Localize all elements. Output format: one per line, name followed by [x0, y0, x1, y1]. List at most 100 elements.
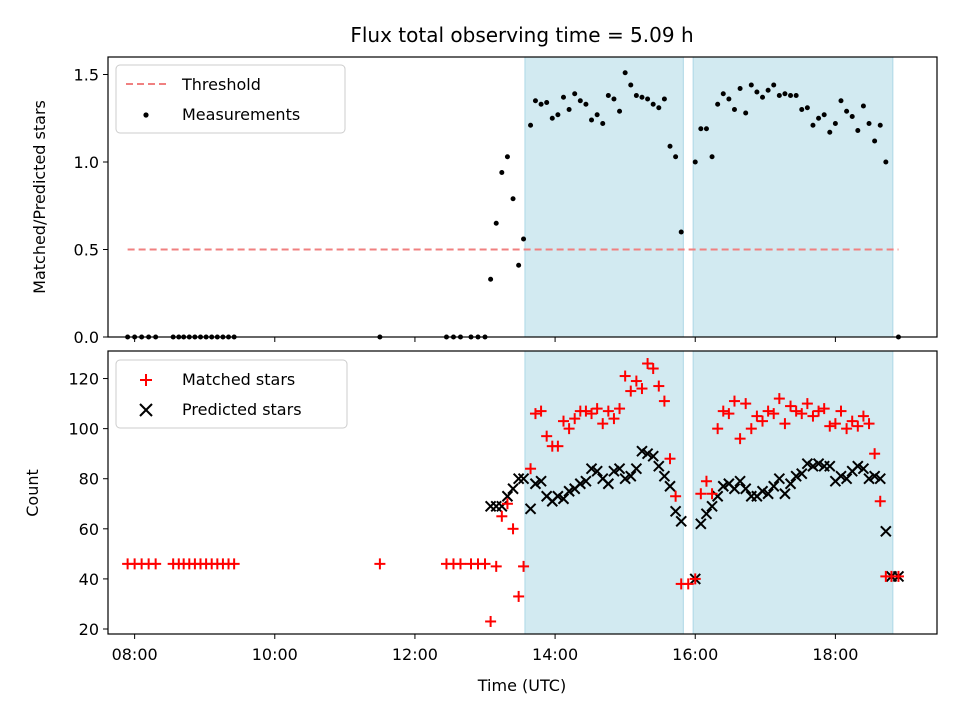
matched-point-73 — [762, 405, 774, 417]
measurement-point-40 — [577, 98, 583, 104]
measurement-point-71 — [760, 94, 766, 100]
measurement-point-68 — [743, 110, 749, 116]
matched-point-30 — [518, 560, 530, 572]
measurement-point-43 — [594, 112, 600, 118]
measurement-point-56 — [667, 143, 673, 149]
measurement-point-38 — [566, 107, 572, 112]
matched-point-84 — [824, 420, 836, 432]
measurement-point-85 — [838, 98, 844, 104]
bottom-plot-frame — [107, 350, 938, 635]
matched-point-91 — [863, 418, 875, 430]
predicted-point-18 — [585, 463, 598, 475]
matched-point-64 — [712, 423, 724, 435]
top-panel: 0.0 0.5 1.0 1.5 Matched/Predicted stars Thr… — [30, 56, 938, 347]
measurement-point-75 — [782, 91, 788, 97]
predicted-point-56 — [807, 460, 819, 472]
measurement-point-51 — [639, 94, 645, 100]
matched-point-56 — [664, 453, 676, 465]
predicted-point-9 — [535, 475, 547, 487]
predicted-point-61 — [835, 470, 847, 482]
predicted-point-55 — [801, 457, 814, 470]
measurement-point-90 — [866, 121, 872, 126]
matched-point-80 — [801, 398, 813, 410]
measurement-point-74 — [776, 93, 782, 98]
top-legend: Threshold Measurements — [115, 64, 346, 134]
matched-point-74 — [768, 408, 780, 420]
measurement-point-37 — [560, 94, 566, 100]
matched-point-43 — [591, 403, 603, 415]
legend-matched-label: Matched stars — [182, 370, 295, 389]
matched-point-82 — [813, 405, 825, 417]
matched-point-76 — [779, 418, 791, 430]
measurement-point-30 — [521, 236, 527, 242]
predicted-point-69 — [880, 525, 892, 538]
predicted-point-30 — [653, 460, 665, 472]
matched-point-32 — [529, 408, 541, 420]
bottom-observing-window-0 — [524, 350, 684, 635]
predicted-point-16 — [574, 478, 587, 490]
x-tick-label-4: 16:00 — [672, 645, 718, 664]
measurement-point-69 — [748, 82, 754, 88]
matched-point-4 — [150, 558, 162, 570]
matched-point-26 — [496, 510, 508, 522]
matched-point-66 — [723, 408, 735, 420]
matched-point-24 — [485, 615, 497, 627]
matched-point-48 — [619, 370, 631, 382]
matched-point-62 — [700, 475, 712, 487]
predicted-point-6 — [517, 473, 530, 485]
matched-point-23 — [479, 558, 491, 570]
matched-point-29 — [513, 590, 525, 602]
bottom-legend-box — [115, 359, 348, 429]
x-tick-label-0: 08:00 — [112, 645, 158, 664]
top-y-tick-label-1: 0.5 — [74, 241, 99, 260]
measurement-point-47 — [617, 108, 623, 114]
predicted-point-48 — [762, 488, 774, 500]
top-observing-windows — [524, 56, 894, 338]
matched-point-83 — [818, 403, 830, 415]
predicted-point-21 — [602, 478, 615, 490]
bottom-panel: 20 40 60 80 100 120 08:00 10:00 12:00 14:00 16:00… — [23, 350, 938, 695]
bottom-observing-window-1 — [692, 350, 894, 635]
measurement-point-64 — [720, 91, 726, 97]
bottom-y-axis-label: Count — [23, 469, 42, 517]
matched-point-71 — [751, 410, 763, 422]
x-tick-label-5: 18:00 — [812, 645, 858, 664]
measurement-point-86 — [844, 108, 850, 114]
top-observing-window-0 — [524, 56, 684, 338]
top-y-ticks: 0.0 0.5 1.0 1.5 — [74, 66, 108, 347]
legend-predicted-swatch — [139, 403, 153, 417]
measurement-point-80 — [810, 122, 816, 128]
measurement-point-48 — [622, 70, 628, 76]
bottom-x-ticks: 08:00 10:00 12:00 14:00 16:00 18:00 — [112, 634, 858, 664]
predicted-point-26 — [630, 463, 643, 475]
predicted-point-3 — [501, 490, 514, 502]
measurement-point-26 — [499, 170, 505, 175]
matched-point-44 — [597, 418, 609, 430]
measurement-point-92 — [877, 122, 883, 128]
predicted-point-22 — [608, 465, 620, 477]
measurement-point-33 — [538, 101, 544, 107]
predicted-point-17 — [580, 475, 592, 487]
matched-point-52 — [642, 358, 654, 370]
predicted-point-27 — [636, 445, 648, 457]
measurement-point-36 — [555, 112, 561, 118]
measurement-point-65 — [726, 96, 732, 102]
matched-point-47 — [614, 403, 626, 415]
matched-point-17 — [374, 558, 386, 570]
predicted-point-24 — [619, 473, 631, 485]
top-x-ticks — [134, 337, 836, 342]
matched-point-79 — [796, 408, 808, 420]
measurement-point-67 — [737, 86, 743, 91]
matched-point-92 — [869, 448, 881, 460]
matched-point-88 — [846, 415, 858, 427]
top-y-tick-label-2: 1.0 — [74, 153, 99, 172]
measurement-point-35 — [549, 115, 555, 121]
x-tick-label-2: 12:00 — [392, 645, 438, 664]
top-legend-box — [115, 64, 346, 134]
chart-title: Flux total observing time = 5.09 h — [350, 23, 693, 47]
bottom-y-tick-label-0: 20 — [79, 620, 99, 639]
predicted-point-38 — [706, 500, 718, 512]
measurement-point-78 — [799, 107, 805, 112]
predicted-point-50 — [773, 473, 786, 485]
